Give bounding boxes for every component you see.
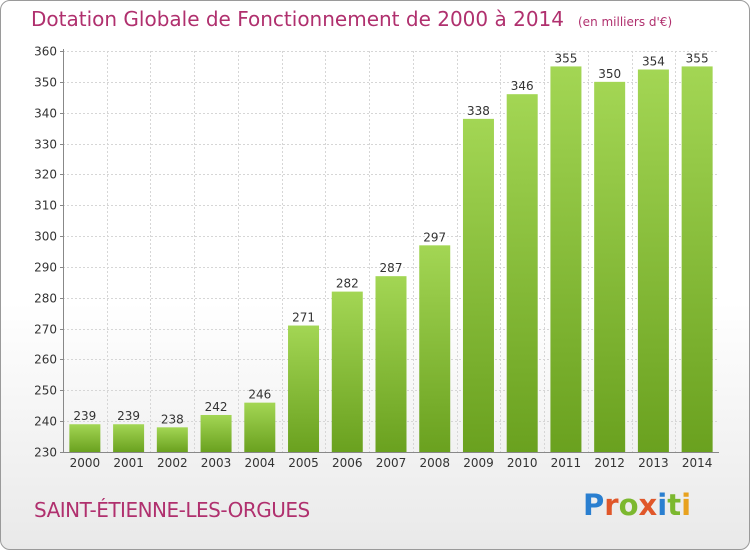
logo-letter: t	[667, 488, 682, 522]
axes: 230 240 250 260 270 280 290 300 310 320 330 340 350 3…	[34, 45, 719, 470]
bar-2014	[681, 66, 713, 452]
bar-2000	[69, 424, 101, 452]
bar-2008	[419, 245, 451, 452]
logo-letter: P	[583, 488, 605, 522]
chart-unit: (en milliers d'€)	[578, 15, 673, 29]
x-tick-label: 2002	[157, 456, 188, 470]
bar-2002	[156, 427, 188, 452]
bar-2012	[594, 81, 626, 452]
bar-2010	[506, 94, 538, 452]
bars: 239 239 238 242 246 271 282 287 297 338 346 355 350 3…	[69, 51, 713, 452]
y-tick-label: 320	[34, 168, 57, 182]
y-tick-label: 310	[34, 199, 57, 213]
commune-name: SAINT-ÉTIENNE-LES-ORGUES	[34, 498, 310, 522]
x-tick-label: 2001	[113, 456, 144, 470]
data-label: 355	[686, 51, 709, 65]
x-tick-label: 2013	[638, 456, 669, 470]
x-tick-label: 2012	[594, 456, 625, 470]
data-label: 238	[161, 412, 184, 426]
data-label: 271	[292, 311, 315, 325]
bar-2011	[550, 66, 582, 452]
x-tick-label: 2003	[201, 456, 232, 470]
bar-2007	[375, 276, 407, 452]
bar-2009	[462, 118, 494, 452]
x-tick-label: 2009	[463, 456, 494, 470]
data-label: 242	[205, 400, 228, 414]
bar-2006	[331, 291, 363, 452]
proxiti-logo: Proxiti	[583, 488, 691, 522]
x-tick-label: 2005	[288, 456, 319, 470]
chart-title-text: Dotation Globale de Fonctionnement de 20…	[31, 7, 564, 31]
data-label: 239	[117, 409, 140, 423]
data-label: 355	[554, 51, 577, 65]
bar-2001	[113, 424, 145, 452]
data-label: 246	[248, 388, 271, 402]
y-tick-label: 270	[34, 323, 57, 337]
x-tick-label: 2011	[551, 456, 582, 470]
data-label: 287	[380, 261, 403, 275]
chart-title: Dotation Globale de Fonctionnement de 20…	[31, 7, 672, 31]
y-tick-label: 260	[34, 353, 57, 367]
data-label: 350	[598, 67, 621, 81]
x-tick-label: 2004	[245, 456, 276, 470]
data-label: 239	[73, 409, 96, 423]
y-tick-label: 280	[34, 292, 57, 306]
x-tick-label: 2008	[419, 456, 450, 470]
bar-2004	[244, 402, 276, 452]
y-tick-label: 340	[34, 107, 57, 121]
x-tick-label: 2010	[507, 456, 538, 470]
logo-letter: i	[657, 488, 668, 522]
x-tick-label: 2000	[70, 456, 101, 470]
y-tick-label: 290	[34, 261, 57, 275]
bar-2005	[288, 325, 320, 452]
y-tick-label: 330	[34, 138, 57, 152]
data-label: 282	[336, 277, 359, 291]
data-label: 346	[511, 79, 534, 93]
logo-letter: o	[618, 488, 639, 522]
y-tick-label: 230	[34, 446, 57, 460]
data-label: 354	[642, 55, 665, 69]
y-tick-label: 350	[34, 76, 57, 90]
y-tick-label: 240	[34, 415, 57, 429]
x-tick-label: 2014	[682, 456, 713, 470]
y-tick-label: 300	[34, 230, 57, 244]
x-tick-label: 2006	[332, 456, 363, 470]
data-label: 338	[467, 104, 490, 118]
bar-2013	[637, 69, 669, 452]
x-tick-label: 2007	[376, 456, 407, 470]
y-tick-label: 250	[34, 384, 57, 398]
data-label: 297	[423, 230, 446, 244]
bar-2003	[200, 414, 232, 452]
logo-letter: x	[638, 488, 658, 522]
logo-letter: r	[604, 488, 619, 522]
y-tick-label: 360	[34, 45, 57, 59]
logo-letter: i	[681, 488, 692, 522]
